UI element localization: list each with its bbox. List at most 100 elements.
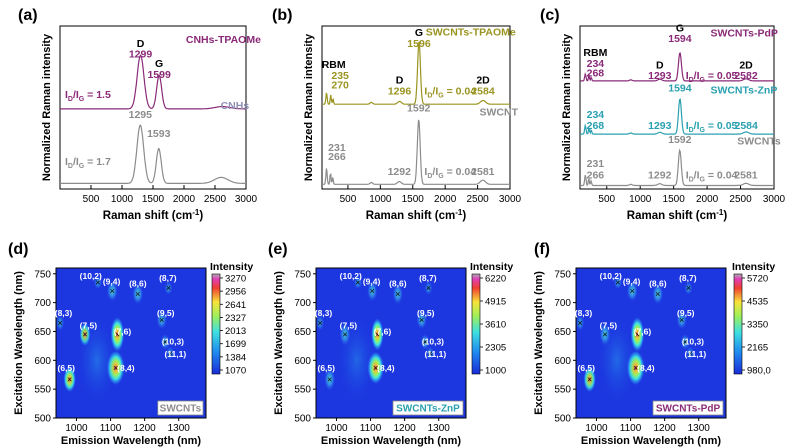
data-label: 2581 bbox=[734, 169, 758, 181]
colorbar-tick-label: 5720 bbox=[747, 274, 768, 285]
data-label: 1292 bbox=[388, 166, 412, 178]
colorbar-title: Intensity bbox=[470, 261, 513, 273]
intensity-spot bbox=[392, 283, 403, 305]
intensity-spot bbox=[626, 280, 638, 302]
data-label: 2581 bbox=[471, 166, 495, 178]
chirality-label: (11,1) bbox=[424, 349, 446, 359]
x-axis-label: Emission Wavelength (nm) bbox=[581, 435, 722, 447]
series-line-CNHs bbox=[60, 124, 246, 184]
x-tick-label: 1200 bbox=[654, 423, 677, 434]
x-tick-label: 1200 bbox=[394, 423, 417, 434]
data-label: SWCNTs-PdP bbox=[710, 28, 777, 40]
chirality-label: (9,4) bbox=[623, 276, 641, 286]
y-tick-label: 500 bbox=[34, 414, 51, 425]
x-tick-label: 2000 bbox=[434, 194, 457, 205]
chirality-marker: × bbox=[602, 329, 607, 339]
intensity-ratio-label: ID/IG = 0.04 bbox=[424, 85, 476, 99]
chirality-marker: × bbox=[375, 329, 380, 339]
chirality-label: (9,4) bbox=[363, 276, 381, 286]
y-axis-label: Normalized Raman intensity bbox=[41, 33, 53, 181]
intensity-spot bbox=[156, 310, 167, 330]
chirality-marker: × bbox=[686, 283, 691, 293]
colorbar-tick-label: 6220 bbox=[485, 274, 506, 285]
data-label: SWCNTs bbox=[737, 136, 781, 148]
y-tick-label: 650 bbox=[554, 327, 571, 338]
colorbar bbox=[211, 273, 221, 375]
chirality-label: (9,4) bbox=[103, 276, 121, 286]
raman-panel-1: (b) 500 1000 1500 2000 2500 3000 Raman shift (c… bbox=[272, 7, 522, 222]
intensity-spot bbox=[93, 275, 103, 290]
intensity-spot bbox=[316, 314, 325, 331]
data-label: RBM bbox=[322, 59, 346, 71]
chirality-marker: × bbox=[82, 329, 87, 339]
chirality-marker: × bbox=[168, 348, 173, 358]
data-label: SWCNTs-TPAOMe bbox=[426, 26, 516, 38]
chirality-marker: × bbox=[679, 315, 684, 325]
y-tick-label: 500 bbox=[554, 414, 571, 425]
x-tick-label: 2000 bbox=[696, 194, 719, 205]
chirality-marker: × bbox=[135, 289, 140, 299]
chirality-marker: × bbox=[370, 286, 375, 296]
chirality-label: (8,4) bbox=[117, 363, 135, 373]
chirality-marker: × bbox=[373, 363, 378, 373]
chirality-marker: × bbox=[426, 283, 431, 293]
data-label: 1593 bbox=[147, 128, 171, 140]
colorbar-tick-label: 3350 bbox=[747, 320, 768, 331]
chirality-marker: × bbox=[342, 329, 347, 339]
y-tick-label: 600 bbox=[34, 356, 51, 367]
intensity-spot bbox=[680, 333, 690, 350]
chirality-marker: × bbox=[95, 277, 100, 287]
data-label: 1292 bbox=[648, 169, 672, 181]
series-line-SWCNT bbox=[322, 119, 510, 186]
colorbar-tick-label: 4915 bbox=[485, 297, 506, 308]
chirality-label: (10,3) bbox=[682, 336, 704, 346]
data-label: 1293 bbox=[648, 120, 672, 132]
intensity-ratio-label: ID/IG = 0.04 bbox=[424, 166, 476, 180]
axes-frame bbox=[575, 267, 727, 419]
axes-frame bbox=[579, 25, 775, 190]
chirality-marker: × bbox=[577, 318, 582, 328]
chirality-label: (8,6) bbox=[649, 279, 667, 289]
data-label: 1295 bbox=[129, 109, 153, 121]
x-tick-label: 1000 bbox=[629, 194, 652, 205]
intensity-ratio-label: ID/IG = 1.7 bbox=[65, 156, 111, 170]
chirality-label: (10,2) bbox=[340, 271, 362, 281]
chirality-marker: × bbox=[110, 286, 115, 296]
colorbar-tick-label: 1070 bbox=[225, 366, 246, 377]
chirality-label: (6,5) bbox=[57, 363, 75, 373]
x-tick-label: 1300 bbox=[688, 423, 711, 434]
sample-label-box bbox=[392, 400, 464, 416]
colorbar-tick-label: 2305 bbox=[485, 343, 506, 354]
chirality-label: (8,7) bbox=[159, 273, 177, 283]
intensity-spot bbox=[684, 281, 693, 296]
chirality-marker: × bbox=[428, 348, 433, 358]
series-line-SWCNTs-TPAOMe bbox=[322, 41, 510, 105]
x-tick-label: 3000 bbox=[499, 194, 522, 205]
y-tick-label: 600 bbox=[554, 356, 571, 367]
raman-panel-2: (c) 500 1000 1500 2000 2500 3000 Raman shift (c… bbox=[540, 7, 786, 222]
intensity-spot bbox=[416, 310, 427, 330]
intensity-spot bbox=[353, 275, 363, 290]
chirality-label: (7,6) bbox=[634, 326, 652, 336]
x-tick-label: 1500 bbox=[402, 194, 425, 205]
x-tick-label: 1300 bbox=[428, 423, 451, 434]
data-label: 235 bbox=[331, 70, 349, 82]
colorbar-tick-label: 2956 bbox=[225, 287, 246, 298]
x-tick-label: 2000 bbox=[173, 194, 196, 205]
x-tick-label: 1500 bbox=[142, 194, 165, 205]
data-label: 2D bbox=[739, 60, 753, 72]
chirality-marker: × bbox=[327, 374, 332, 384]
colorbar-tick-label: 3610 bbox=[485, 320, 506, 331]
chirality-label: (8,3) bbox=[315, 308, 333, 318]
x-tick-label: 1000 bbox=[325, 423, 348, 434]
data-label: 1596 bbox=[407, 38, 431, 50]
intensity-ratio-label: ID/IG = 1.5 bbox=[65, 89, 111, 103]
data-label: 1299 bbox=[129, 49, 153, 61]
raman-panel-0: (a) 500 1000 1500 2000 2500 3000 Raman shift (c… bbox=[18, 7, 261, 222]
y-axis-label: Excitation Wavelength (nm) bbox=[273, 271, 285, 415]
data-label: 231 bbox=[328, 142, 346, 154]
chirality-marker: × bbox=[159, 315, 164, 325]
colorbar bbox=[733, 273, 743, 375]
chirality-marker: × bbox=[422, 337, 427, 347]
